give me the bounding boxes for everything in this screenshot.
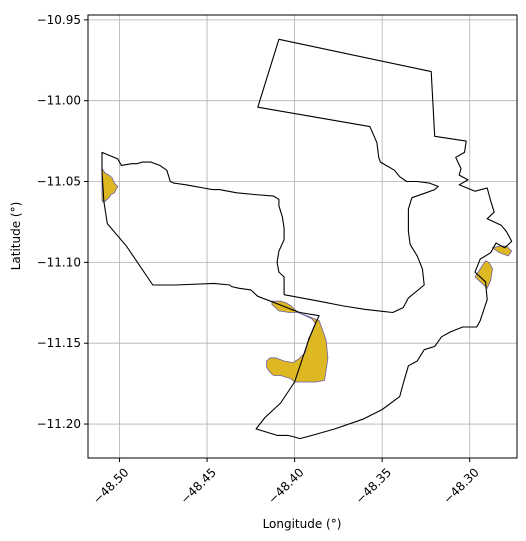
y-tick-label: −11.20 <box>37 417 81 431</box>
highlighted-area-polygon <box>474 260 493 289</box>
plot-frame <box>87 14 518 459</box>
highlighted-area-polygon <box>491 245 513 257</box>
y-axis-title: Latitude (°) <box>9 202 23 271</box>
grid-lines <box>88 15 517 458</box>
x-axis-title: Longitude (°) <box>263 517 342 531</box>
y-tick-label: −11.05 <box>37 175 81 189</box>
y-tick-label: −11.15 <box>37 336 81 350</box>
boundary-outline <box>101 38 513 440</box>
y-tick-label: −10.95 <box>37 13 81 27</box>
y-tick-label: −11.10 <box>37 255 81 269</box>
boundary-layer <box>101 38 513 440</box>
y-tick-label: −11.00 <box>37 94 81 108</box>
